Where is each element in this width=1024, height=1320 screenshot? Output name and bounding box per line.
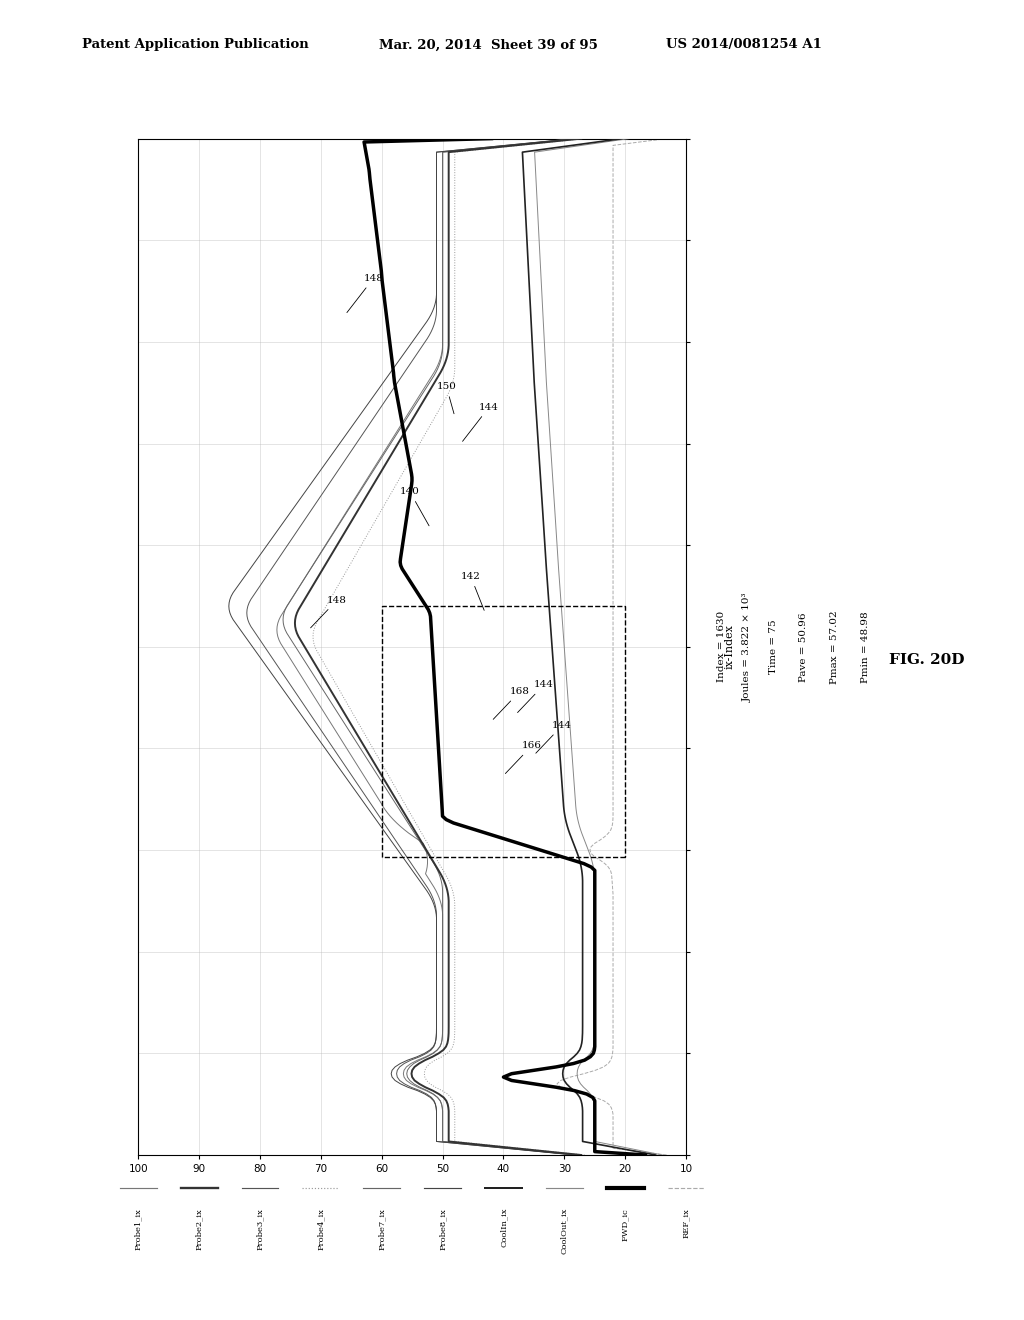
Text: Patent Application Publication: Patent Application Publication <box>82 38 308 51</box>
Text: Probe7_ix: Probe7_ix <box>378 1208 386 1250</box>
Text: Index = 1630: Index = 1630 <box>718 611 726 682</box>
Text: Probe1_ix: Probe1_ix <box>134 1208 142 1250</box>
Text: 140: 140 <box>400 487 429 525</box>
Text: 148: 148 <box>310 595 347 628</box>
Text: 144: 144 <box>536 721 572 754</box>
Text: Pmax = 57.02: Pmax = 57.02 <box>830 610 839 684</box>
Text: 144: 144 <box>463 403 499 441</box>
Text: CoolIn_ix: CoolIn_ix <box>500 1208 508 1247</box>
Text: Probe3_ix: Probe3_ix <box>256 1208 264 1250</box>
Text: 150: 150 <box>436 383 457 413</box>
Text: CoolOut_ix: CoolOut_ix <box>560 1208 568 1254</box>
Text: REF_ix: REF_ix <box>682 1208 690 1238</box>
Text: Probe4_ix: Probe4_ix <box>316 1208 325 1250</box>
Text: Mar. 20, 2014  Sheet 39 of 95: Mar. 20, 2014 Sheet 39 of 95 <box>379 38 598 51</box>
Text: Pmin = 48.98: Pmin = 48.98 <box>861 611 869 682</box>
Text: FWD_ic: FWD_ic <box>622 1208 629 1241</box>
Text: US 2014/0081254 A1: US 2014/0081254 A1 <box>666 38 821 51</box>
Text: 142: 142 <box>461 572 484 610</box>
Text: 148: 148 <box>347 273 383 313</box>
Text: 168: 168 <box>494 688 529 719</box>
Text: Pave = 50.96: Pave = 50.96 <box>800 612 808 681</box>
Text: 144: 144 <box>517 680 554 713</box>
Text: ix-Index: ix-Index <box>725 624 735 669</box>
Text: 166: 166 <box>506 742 542 774</box>
Text: Time = 75: Time = 75 <box>769 619 777 675</box>
Text: Probe2_ix: Probe2_ix <box>196 1208 203 1250</box>
Text: Joules = 3.822 × 10³: Joules = 3.822 × 10³ <box>743 593 752 701</box>
Text: FIG. 20D: FIG. 20D <box>889 653 965 667</box>
Bar <box>382 606 626 857</box>
Text: Probe8_ix: Probe8_ix <box>438 1208 446 1250</box>
